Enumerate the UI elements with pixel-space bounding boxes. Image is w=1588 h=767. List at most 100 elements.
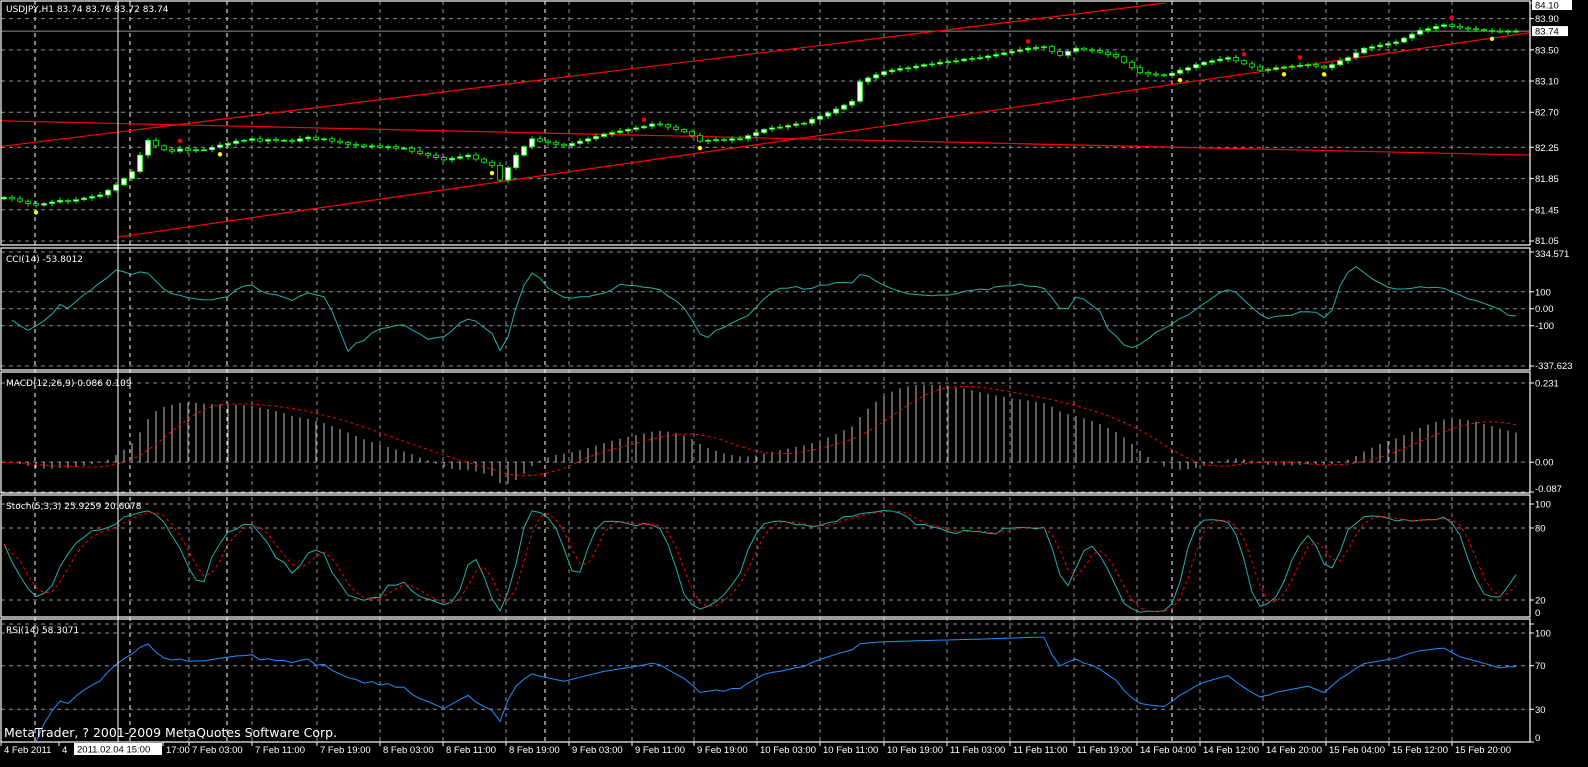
candle-body-up — [921, 64, 927, 67]
candle — [889, 67, 895, 75]
candle-body-up — [1433, 26, 1439, 30]
candle-body-down — [289, 139, 295, 142]
candle-body-up — [193, 149, 199, 152]
candle-body-down — [1489, 29, 1495, 32]
candle-body-up — [177, 148, 183, 152]
candle — [1153, 71, 1159, 78]
candle — [1377, 42, 1383, 49]
axis-labels: 4 Feb 2011 4 17:00 7 Feb 03:00 7 Feb 11:00 7 … — [0, 0, 1573, 756]
candle — [1417, 27, 1423, 37]
candle — [1409, 31, 1415, 41]
candle — [1025, 46, 1031, 53]
cci-axis-label: 334.571 — [1535, 249, 1569, 260]
candle — [1177, 66, 1183, 76]
panel-frames — [0, 0, 1531, 743]
candle-body-up — [1353, 52, 1359, 59]
candle — [769, 125, 775, 133]
candle-body-down — [25, 200, 31, 204]
candle — [465, 153, 471, 160]
time-axis-label: 10 Feb 03:00 — [760, 745, 816, 756]
candle-body-up — [1401, 37, 1407, 43]
candle-body-down — [1321, 65, 1327, 69]
candle — [449, 155, 455, 163]
candle — [161, 144, 167, 152]
candle-body-up — [1217, 58, 1223, 62]
candle-body-down — [1241, 60, 1247, 65]
candle — [921, 63, 927, 68]
candle-body-up — [1209, 60, 1215, 63]
candle — [945, 59, 951, 66]
trendline-channel-upper[interactable] — [0, 2, 1166, 148]
price-axis-label: 83.50 — [1535, 45, 1559, 56]
candle — [593, 133, 599, 142]
candle — [865, 75, 871, 85]
candle-body-up — [1345, 57, 1351, 62]
cci-axis-label: 0.00 — [1535, 304, 1554, 315]
price-axis-label: 81.05 — [1535, 236, 1559, 247]
candle — [137, 152, 143, 174]
candle-body-up — [57, 200, 63, 203]
trendline-horizontal-support[interactable] — [0, 120, 1531, 156]
candle — [1233, 54, 1239, 64]
candle-body-down — [561, 143, 567, 147]
candle-body-down — [721, 139, 727, 141]
candle-body-up — [73, 199, 79, 202]
rsi-axis-label: 30 — [1535, 705, 1546, 716]
candle — [913, 63, 919, 71]
candle — [713, 136, 719, 143]
candle — [457, 153, 463, 161]
time-axis-label: 4 — [62, 745, 67, 756]
fractal-down-marker — [1281, 72, 1287, 77]
candle — [897, 65, 903, 73]
candle — [193, 146, 199, 153]
candle-body-up — [801, 122, 807, 125]
top-price-box — [1532, 0, 1572, 10]
candle — [129, 169, 135, 182]
time-axis-label: 8 Feb 19:00 — [509, 745, 560, 756]
candle — [417, 148, 423, 156]
candle — [1129, 59, 1135, 71]
candle — [577, 137, 583, 146]
candle — [65, 198, 71, 205]
candle — [1009, 49, 1015, 56]
stoch-axis-label: 20 — [1535, 596, 1546, 607]
candle-body-down — [425, 153, 431, 156]
candle — [537, 135, 543, 144]
candle-body-up — [1065, 50, 1071, 56]
candle-body-up — [1041, 46, 1047, 49]
time-axis-label: 11 Feb 11:00 — [1013, 745, 1068, 756]
candle-body-up — [1289, 65, 1295, 68]
candle-body-up — [89, 196, 95, 199]
rsi-panel-title: RSI(14) 58.3071 — [6, 626, 79, 636]
candle — [1041, 45, 1047, 50]
candle — [1433, 23, 1439, 32]
candle — [169, 147, 175, 154]
candle-body-up — [305, 136, 311, 140]
time-axis-label: 11 Feb 19:00 — [1077, 745, 1132, 756]
candle-body-down — [337, 140, 343, 144]
candle-body-down — [361, 144, 367, 147]
candle — [425, 151, 431, 159]
time-axis-label: 15 Feb 20:00 — [1455, 745, 1511, 756]
candle — [1121, 55, 1127, 64]
candle-body-up — [105, 189, 111, 196]
candle — [617, 127, 623, 135]
candle-body-up — [769, 127, 775, 130]
candle — [929, 61, 935, 68]
candle-body-down — [273, 139, 279, 141]
candle-body-down — [153, 139, 159, 147]
candle — [1209, 58, 1215, 66]
candle — [1033, 44, 1039, 51]
candle — [641, 124, 647, 130]
candle — [1305, 62, 1311, 69]
candle-body-up — [865, 77, 871, 83]
candle-body-up — [49, 201, 55, 204]
time-axis-label: 8 Feb 03:00 — [383, 745, 434, 756]
candle-body-up — [737, 138, 743, 141]
candle — [25, 199, 31, 207]
cci-panel-title: CCI(14) -53.8012 — [6, 255, 83, 265]
candle-body-up — [129, 171, 135, 179]
candle-body-up — [1369, 46, 1375, 49]
candle-body-up — [137, 154, 143, 172]
